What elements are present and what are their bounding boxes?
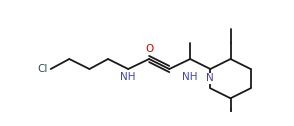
Text: N: N	[206, 73, 214, 83]
Text: Cl: Cl	[37, 64, 48, 74]
Text: O: O	[145, 44, 153, 54]
Text: NH: NH	[121, 72, 136, 82]
Text: NH: NH	[183, 72, 198, 82]
